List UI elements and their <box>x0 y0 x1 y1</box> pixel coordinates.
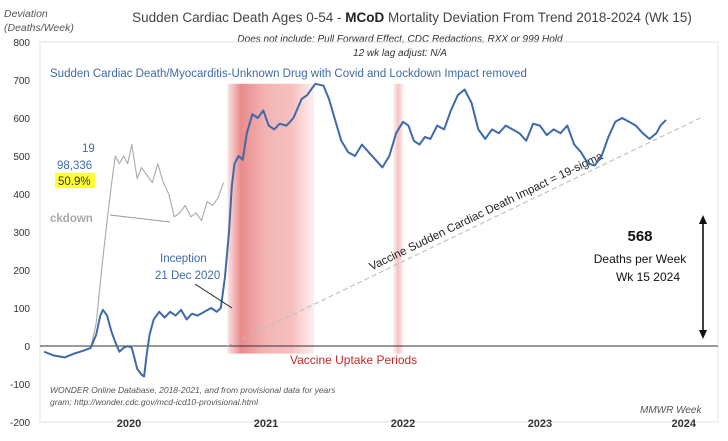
y-tick-label: 700 <box>13 76 30 87</box>
y-tick-label: 800 <box>13 38 30 49</box>
subtitle-line-1: Does not include: Pull Forward Effect, C… <box>237 34 563 45</box>
title-bold: MCoD <box>345 10 384 25</box>
x-axis-year-labels: 2020 2021 2022 2023 2024 <box>117 418 697 430</box>
left-box-line-1: 19 <box>82 143 95 155</box>
series-line-sudden-cardiac-death <box>43 82 667 378</box>
y-tick-label: 400 <box>13 190 30 201</box>
x-tick-label: 2020 <box>117 418 141 430</box>
vaccine-uptake-shading <box>227 83 403 354</box>
series-legend-label: Sudden Cardiac Death/Myocarditis-Unknown… <box>50 68 527 80</box>
x-tick-label: 2024 <box>672 418 697 430</box>
y-tick-label: 100 <box>13 304 30 315</box>
trend-line-label: Vaccine Sudden Cardiac Death Impact = 19… <box>368 150 606 273</box>
x-axis-label: MMWR Week <box>640 405 702 416</box>
y-tick-label: 0 <box>24 342 30 353</box>
lockdown-pointer <box>109 214 171 223</box>
vaccine-uptake-period-2 <box>393 83 403 354</box>
right-arrow-head-bottom <box>699 330 707 339</box>
y-tick-label: 500 <box>13 152 30 163</box>
source-line-2: gram; http://wonder.cdc.gov/mcd-icd10-pr… <box>50 397 259 407</box>
series-line-lockdown <box>90 144 225 349</box>
title-prefix: Sudden Cardiac Death Ages 0-54 - <box>132 10 345 25</box>
inception-pointer <box>194 283 233 309</box>
y-tick-label: 200 <box>13 266 30 277</box>
right-box-value: 568 <box>627 228 652 245</box>
vaccine-uptake-label: Vaccine Uptake Periods <box>290 353 417 367</box>
lockdown-label: ckdown <box>50 213 93 225</box>
title-suffix: Mortality Deviation From Trend 2018-2024… <box>384 10 692 25</box>
right-box-line-2: Deaths per Week <box>594 252 687 266</box>
y-axis-label-line-2: (Deaths/Week) <box>4 22 74 34</box>
inception-line-2: 21 Dec 2020 <box>155 270 220 282</box>
subtitle-line-2: 12 wk lag adjust: N/A <box>353 48 447 59</box>
vaccine-uptake-period-1 <box>227 83 314 354</box>
right-box-line-3: Wk 15 2024 <box>616 270 680 284</box>
right-arrow-head-top <box>699 215 707 224</box>
y-axis-ticks: -200 -100 0 100 200 300 400 500 600 700 800 <box>10 38 718 429</box>
highlight-box <box>55 173 95 188</box>
inception-line-1: Inception <box>160 253 207 265</box>
y-tick-label: -200 <box>10 418 30 429</box>
x-tick-label: 2021 <box>254 418 278 430</box>
left-box-line-2: 98,336 <box>57 160 92 172</box>
x-tick-label: 2023 <box>528 418 552 430</box>
y-axis-label-line-1: Deviation <box>4 8 48 20</box>
source-line-1: WONDER Online Database, 2018-2021, and f… <box>50 385 336 395</box>
chart-title: Sudden Cardiac Death Ages 0-54 - MCoD Mo… <box>132 10 692 25</box>
series-group <box>43 82 667 378</box>
y-tick-label: 300 <box>13 228 30 239</box>
y-tick-label: 600 <box>13 114 30 125</box>
left-box-highlight: 50.9% <box>58 176 91 188</box>
y-tick-label: -100 <box>10 380 30 391</box>
x-tick-label: 2022 <box>391 418 415 430</box>
plot-area <box>39 41 719 423</box>
